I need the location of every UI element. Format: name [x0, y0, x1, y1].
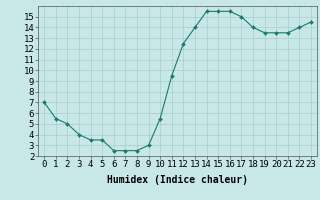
X-axis label: Humidex (Indice chaleur): Humidex (Indice chaleur) [107, 175, 248, 185]
